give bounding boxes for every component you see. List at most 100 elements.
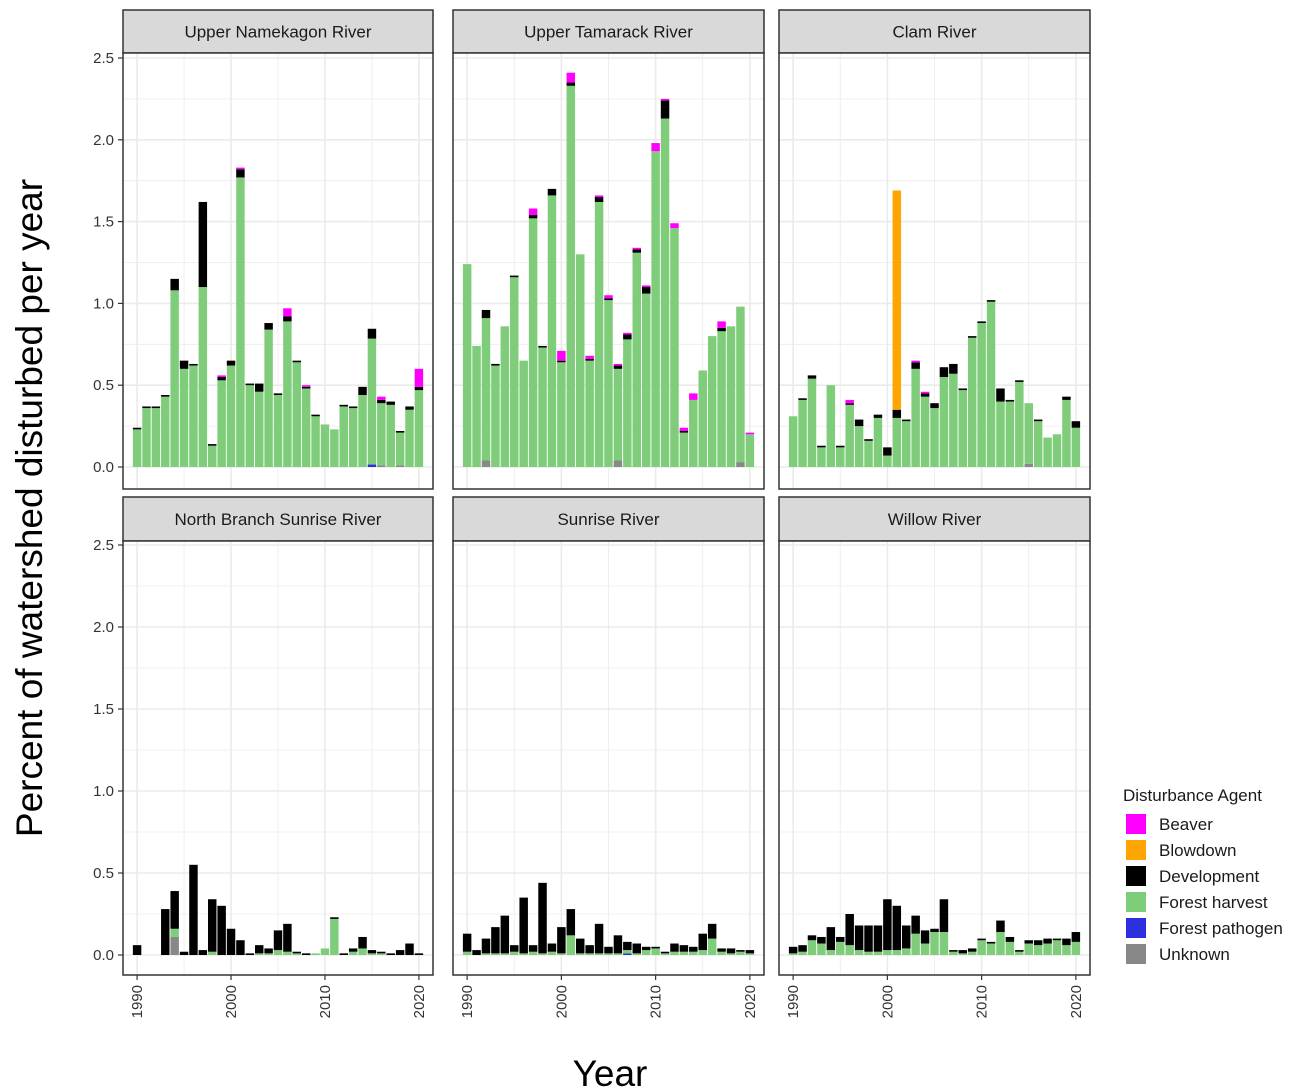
bar-forest-harvest-1992 [151,408,161,467]
bar-forest-harvest-2008 [958,953,968,955]
bar-development-1998 [538,882,547,954]
bar-development-1997 [854,925,864,951]
bar-forest-harvest-2016 [707,938,717,955]
x-tick-label: 2000 [223,985,240,1018]
x-tick-label: 2010 [317,985,334,1018]
bar-development-2006 [939,367,949,378]
bar-development-2007 [292,360,302,363]
bar-unknown-1994 [170,936,179,955]
bar-forest-pathogen-2015 [367,464,377,467]
bar-development-1996 [189,363,198,366]
facet-strip-label: North Branch Sunrise River [175,510,382,529]
gridlines [123,53,433,489]
bar-forest-harvest-2004 [264,953,273,955]
bar-forest-harvest-2018 [726,326,736,467]
bar-forest-harvest-2003 [585,360,594,467]
bar-forest-harvest-1995 [836,447,845,467]
bar-development-1995 [510,275,519,278]
bar-forest-harvest-2011 [986,301,996,467]
bar-forest-harvest-2000 [883,455,892,467]
bar-development-1997 [528,215,538,219]
bar-development-2008 [632,249,642,253]
bar-development-2015 [367,950,377,954]
bar-forest-harvest-2006 [283,321,292,467]
bar-forest-harvest-1995 [510,277,519,467]
bar-forest-harvest-1997 [854,950,864,955]
legend-swatch [1126,814,1146,834]
bar-unknown-2019 [736,462,745,467]
bar-forest-harvest-2015 [698,370,707,467]
bar-forest-harvest-2004 [920,396,930,467]
bar-forest-harvest-1997 [528,218,538,467]
bar-development-2007 [623,941,632,951]
bar-development-2002 [901,419,911,422]
facet-strip [778,9,1091,54]
bar-development-2003 [585,359,594,361]
panel-north-branch-sunrise-river: North Branch Sunrise River [122,496,434,976]
panel-border [122,540,434,976]
bar-forest-harvest-2000 [226,365,236,467]
bar-forest-harvest-2014 [1015,951,1024,955]
y-tick-label: 0.0 [93,459,114,476]
bar-beaver-1996 [845,399,854,404]
bar-development-2007 [292,951,302,954]
bar-development-2012 [339,404,348,407]
bar-forest-harvest-2013 [679,432,689,467]
bar-development-1994 [826,927,836,951]
bar-development-2006 [283,316,292,322]
bar-forest-harvest-2003 [585,953,594,955]
bar-development-2012 [339,953,348,955]
bar-beaver-2003 [911,360,920,363]
bar-forest-harvest-2019 [1062,399,1071,467]
bar-forest-harvest-2005 [604,300,613,467]
bar-development-2001 [236,940,245,955]
bar-forest-harvest-2009 [641,950,651,955]
bar-forest-pathogen-2007 [623,953,632,955]
bar-forest-harvest-1993 [817,447,826,467]
bar-development-2005 [273,930,283,951]
bar-development-1994 [170,891,179,929]
bar-development-2016 [377,399,386,404]
bar-forest-harvest-2006 [613,953,623,955]
x-tick-label: 2000 [553,985,570,1018]
legend-entry-forest-pathogen: Forest pathogen [1126,918,1283,938]
bar-development-2008 [301,953,311,955]
legend-entry-beaver: Beaver [1126,814,1213,834]
bar-development-1993 [817,936,826,944]
bar-forest-harvest-2020 [1071,941,1081,955]
legend: Disturbance Agent Beaver Blowdown Developm… [1123,786,1283,964]
bar-development-2019 [1062,396,1071,400]
bar-forest-harvest-2020 [745,434,755,467]
bar-development-1991 [142,406,151,409]
bar-development-2004 [594,197,604,202]
bar-forest-harvest-1999 [217,380,226,467]
bar-development-1996 [189,864,198,955]
bar-forest-harvest-2003 [911,368,920,467]
bar-development-2004 [594,923,604,954]
bar-forest-harvest-2009 [311,416,320,467]
x-axis: 1990 2000 2010 2020 1990 2000 2010 2020 1990 2000… [129,975,1085,1018]
bar-forest-harvest-2001 [892,950,902,955]
legend-title: Disturbance Agent [1123,786,1262,805]
bar-development-2008 [958,950,968,954]
bar-forest-harvest-2002 [245,385,255,467]
bar-development-1995 [836,445,845,448]
bar-forest-harvest-2018 [726,953,736,955]
legend-entry-forest-harvest: Forest harvest [1126,892,1268,912]
x-axis-title: Year [573,1053,648,1091]
bar-beaver-2004 [594,195,604,198]
bar-development-2000 [883,447,892,456]
bar-development-1999 [547,943,557,952]
bar-forest-harvest-1997 [854,426,864,467]
bars [462,72,755,468]
bar-development-1990 [462,933,472,952]
bar-development-2003 [585,945,594,954]
bar-development-1990 [788,946,798,954]
bar-development-2015 [367,328,377,339]
bar-forest-harvest-2002 [901,421,911,467]
bar-forest-harvest-1998 [538,347,547,467]
bar-development-2000 [557,927,566,954]
bar-forest-harvest-2004 [594,201,604,467]
bar-development-2000 [557,360,566,363]
bar-forest-harvest-1997 [528,951,538,955]
